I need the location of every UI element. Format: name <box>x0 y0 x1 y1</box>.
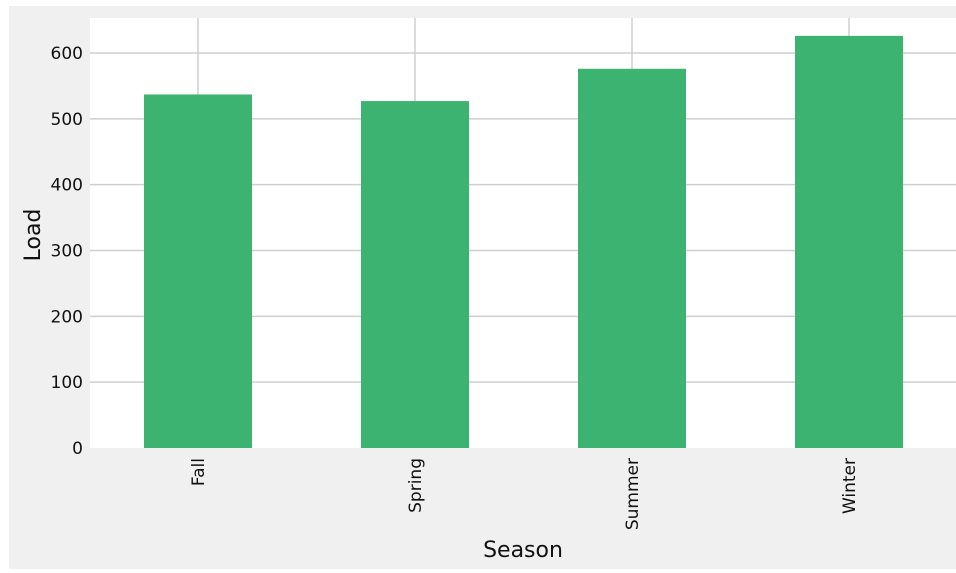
bar-winter <box>795 35 903 449</box>
y-tick-label: 100 <box>51 373 83 393</box>
y-tick-label: 600 <box>51 44 83 64</box>
y-tick-label: 0 <box>72 439 83 459</box>
bars <box>144 35 903 449</box>
x-tick-label: Spring <box>406 458 426 513</box>
bar-summer <box>578 68 686 449</box>
y-tick-label: 300 <box>51 242 83 262</box>
x-tick-label: Winter <box>840 458 860 514</box>
x-axis-label: Season <box>483 538 563 563</box>
bar-spring <box>361 101 469 448</box>
x-tick-label: Summer <box>623 458 643 530</box>
x-tick-labels: Fall Spring Summer Winter <box>189 458 860 530</box>
y-axis-label: Load <box>21 209 46 262</box>
y-tick-label: 200 <box>51 307 83 327</box>
y-tick-label: 400 <box>51 176 83 196</box>
x-tick-label: Fall <box>189 458 209 486</box>
bar-fall <box>144 94 252 448</box>
y-tick-label: 500 <box>51 110 83 130</box>
y-tick-labels: 0 100 200 300 400 500 600 <box>51 44 83 459</box>
